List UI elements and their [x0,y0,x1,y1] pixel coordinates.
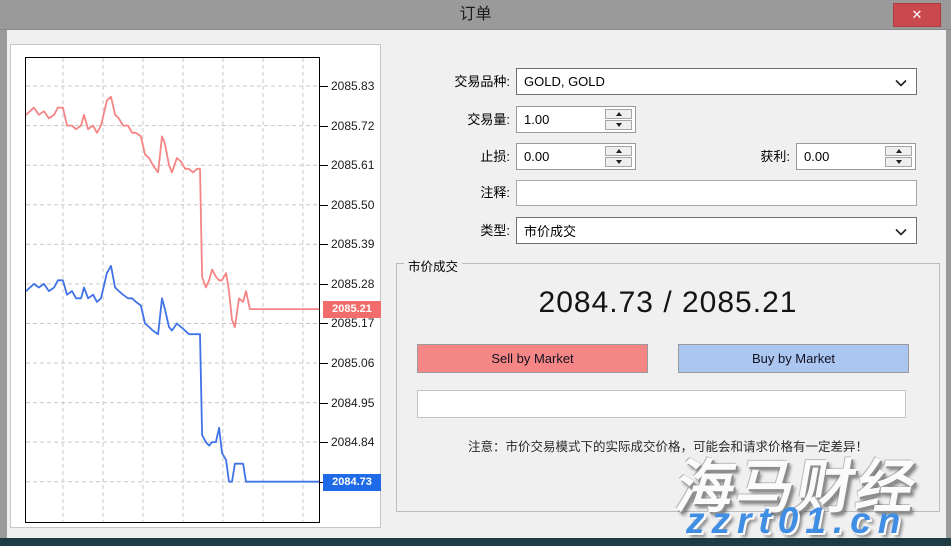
axis-tick-label: 2084.95 [331,395,375,410]
stop-loss-value: 0.00 [524,149,550,164]
bid-price-badge: 2084.73 [323,473,381,491]
symbol-select[interactable]: GOLD, GOLD [516,68,917,95]
volume-value: 1.00 [524,112,550,127]
stop-loss-decrement-button[interactable] [605,157,632,167]
volume-label: 交易量: [467,112,510,127]
axis-tick-label: 2085.72 [331,118,375,133]
chart-panel: 2085.83 2085.72 2085.61 2085.50 2085.39 2085.… [10,44,381,528]
axis-tick-label: 2085.06 [331,356,375,371]
window-left-border [0,30,7,538]
ask-price-badge: 2085.21 [323,301,381,319]
arrow-down-icon [615,160,622,164]
symbol-label: 交易品种: [454,74,510,89]
bid-ask-quote: 2084.73 / 2085.21 [538,286,798,319]
chevron-down-icon [895,223,907,238]
stop-loss-increment-button[interactable] [605,146,632,156]
axis-tick-label: 2085.17 [331,316,375,331]
axis-tick [320,244,328,246]
group-title: 市价成交 [404,256,463,275]
arrow-up-icon [615,149,622,153]
axis-tick [320,402,328,404]
take-profit-increment-button[interactable] [885,146,912,156]
axis-tick [320,323,328,325]
comment-label: 注释: [480,185,510,200]
take-profit-value: 0.00 [804,149,830,164]
chevron-down-icon [895,74,907,89]
axis-tick [320,125,328,127]
buy-by-market-button[interactable]: Buy by Market [678,344,909,373]
arrow-up-icon [895,149,902,153]
watermark-site: zzrt01.cn [686,500,908,541]
comment-input[interactable] [516,180,917,206]
take-profit-stepper[interactable]: 0.00 [796,143,916,170]
axis-tick-label: 2085.61 [331,158,375,173]
window-right-border [946,30,951,538]
dialog-title: 订单 [459,6,492,23]
price-chart[interactable] [25,57,320,523]
titlebar: 订单 ✕ [0,0,951,30]
axis-tick [320,442,328,444]
axis-tick-label: 2085.83 [331,79,375,94]
stop-loss-label: 止损: [480,149,510,164]
volume-decrement-button[interactable] [605,120,632,130]
execution-status-box [417,390,906,418]
close-icon: ✕ [911,7,923,22]
axis-tick [320,363,328,365]
order-type-select[interactable]: 市价成交 [516,217,917,244]
axis-tick-label: 2085.28 [331,276,375,291]
arrow-up-icon [615,112,622,116]
market-execution-group: 市价成交 2084.73 / 2085.21 Sell by Market Bu… [396,256,940,512]
stop-loss-stepper[interactable]: 0.00 [516,143,636,170]
axis-tick-label: 2085.39 [331,237,375,252]
window-bottom-strip [0,538,951,546]
symbol-value: GOLD, GOLD [524,74,605,89]
axis-tick-label: 2085.50 [331,197,375,212]
take-profit-label: 获利: [760,149,790,164]
axis-tick [320,283,328,285]
arrow-down-icon [615,123,622,127]
order-type-value: 市价成交 [524,224,577,239]
volume-increment-button[interactable] [605,109,632,119]
axis-tick [320,204,328,206]
execution-note: 注意：市价交易模式下的实际成交价格，可能会和请求价格有一定差异！ [467,440,868,454]
order-type-label: 类型: [480,223,510,238]
axis-tick-label: 2084.84 [331,435,375,450]
sell-by-market-button[interactable]: Sell by Market [417,344,648,373]
axis-tick [320,86,328,88]
arrow-down-icon [895,160,902,164]
close-button[interactable]: ✕ [893,3,941,27]
bid-ask-chart-svg [26,58,319,522]
axis-tick [320,165,328,167]
take-profit-decrement-button[interactable] [885,157,912,167]
volume-stepper[interactable]: 1.00 [516,106,636,133]
